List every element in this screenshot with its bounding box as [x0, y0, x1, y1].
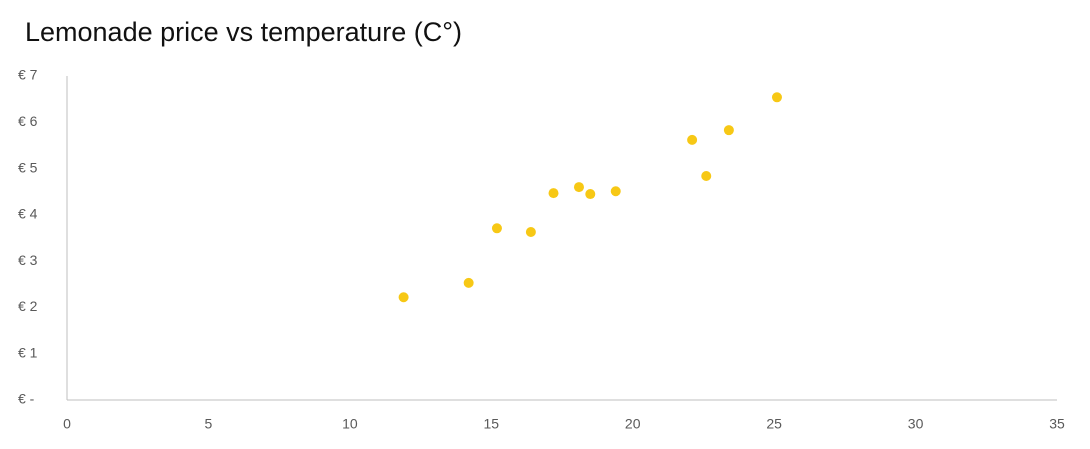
point [771, 92, 782, 103]
y-tick-label: € 1 [18, 344, 38, 360]
x-tick-label: 30 [908, 416, 924, 432]
point [463, 277, 474, 288]
point [548, 188, 559, 199]
point [525, 226, 536, 237]
y-tick-label: € 5 [18, 159, 38, 175]
y-tick-label: € 4 [18, 206, 38, 222]
y-tick-label: € 3 [18, 252, 38, 268]
x-tick-label: 0 [63, 416, 71, 432]
chart-title: Lemonade price vs temperature (C°) [25, 17, 462, 47]
point [701, 170, 712, 181]
x-tick-label: 15 [483, 416, 499, 432]
point [398, 292, 409, 303]
point [723, 125, 734, 136]
point [573, 182, 584, 193]
y-tick-label: € 2 [18, 298, 38, 314]
x-tick-label: 10 [342, 416, 358, 432]
y-tick-label: € - [18, 391, 35, 407]
y-tick-label: € 7 [18, 67, 38, 83]
y-tick-label: € 6 [18, 113, 38, 129]
point [585, 189, 596, 200]
point [687, 134, 698, 145]
point [491, 223, 502, 234]
x-tick-label: 20 [625, 416, 641, 432]
point [610, 186, 621, 197]
x-tick-label: 25 [766, 416, 782, 432]
x-tick-label: 5 [205, 416, 213, 432]
x-tick-label: 35 [1049, 416, 1065, 432]
